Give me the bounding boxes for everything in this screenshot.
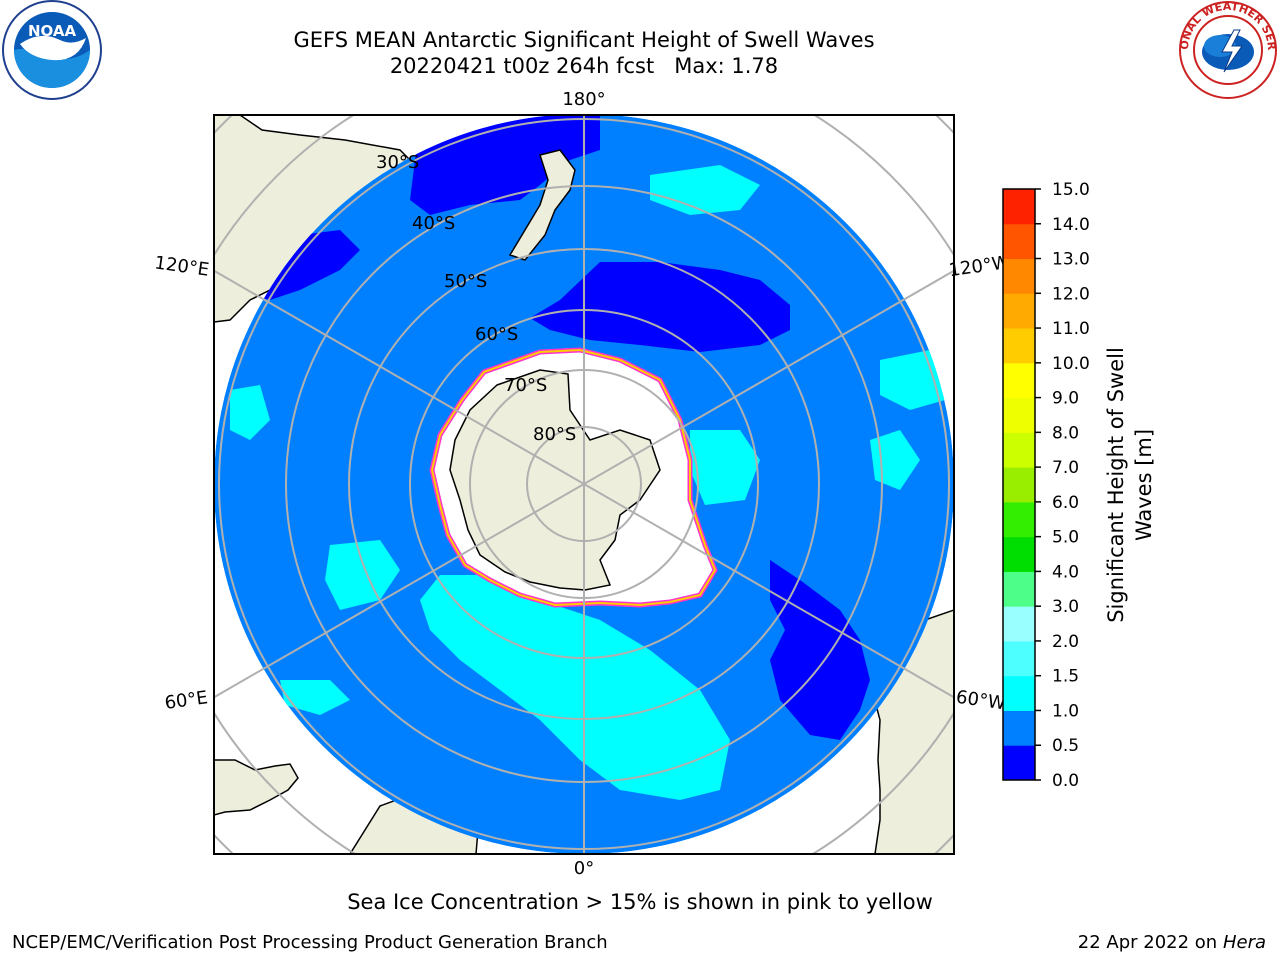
lat-label-60s: 60°S: [475, 324, 518, 345]
map-frame: [213, 114, 955, 855]
colorbar-tick-label: 5.0: [1052, 528, 1079, 548]
low-swell-patch: [530, 262, 790, 352]
high-swell-patch: [420, 575, 730, 800]
colorbar-bin: [1003, 189, 1035, 225]
low-swell-patch: [410, 115, 600, 215]
colorbar-tick-label: 10.0: [1052, 354, 1090, 374]
colorbar-bin: [1003, 675, 1035, 711]
colorbar-bin: [1003, 467, 1035, 503]
colorbar-bin: [1003, 640, 1035, 677]
high-swell-patch: [690, 430, 760, 505]
colorbar-bin: [1003, 501, 1035, 538]
colorbar-bin: [1003, 710, 1035, 746]
colorbar-frame: [1002, 188, 1036, 781]
colorbar-bin: [1003, 293, 1035, 329]
noaa-logo-text: NOAA: [28, 22, 77, 40]
lat-label-50s: 50°S: [444, 271, 487, 292]
madagascar-land: [214, 759, 299, 816]
colorbar-tick-label: 8.0: [1052, 423, 1079, 443]
chart-title: GEFS MEAN Antarctic Significant Height o…: [293, 28, 875, 52]
high-swell-patch: [230, 385, 270, 440]
colorbar-tick-label: 4.0: [1052, 562, 1079, 582]
colorbar: [1003, 189, 1035, 781]
lat-label-40s: 40°S: [412, 213, 455, 234]
lon-label-60e: 60°E: [163, 687, 209, 714]
noaa-logo: NOAA: [2, 0, 102, 100]
colorbar-bin: [1003, 745, 1035, 781]
colorbar-tick-label: 6.0: [1052, 493, 1079, 513]
colorbar-tick-label: 3.0: [1052, 597, 1079, 617]
colorbar-bin: [1003, 432, 1035, 468]
chart-subtitle: 20220421 t00z 264h fcst Max: 1.78: [389, 54, 779, 78]
colorbar-label-line1: Significant Height of Swell: [1104, 347, 1128, 623]
colorbar-bin: [1003, 606, 1035, 642]
lon-label-120w: 120°W: [947, 252, 1011, 281]
colorbar-tick-label: 0.0: [1052, 771, 1079, 791]
colorbar-ticks: 0.0 0.5 1.0 1.5 2.0 3.0 4.0 5.0 6.0 7.0 8.0 9.0 10.0…: [1035, 180, 1090, 791]
colorbar-tick-label: 2.0: [1052, 632, 1079, 652]
colorbar-bin: [1003, 362, 1035, 399]
colorbar-label-line2: Waves [m]: [1132, 429, 1156, 541]
footer-producer: NCEP/EMC/Verification Post Processing Pr…: [12, 932, 608, 953]
antarctica-land: [449, 369, 661, 591]
sea-ice-inner-edge: [430, 348, 717, 607]
lon-label-120e: 120°E: [153, 252, 210, 280]
new-zealand-land: [508, 149, 576, 261]
colorbar-tick-label: 7.0: [1052, 458, 1079, 478]
colorbar-tick-label: 12.0: [1052, 284, 1090, 304]
colorbar-tick-label: 13.0: [1052, 250, 1090, 270]
colorbar-bin: [1003, 571, 1035, 607]
colorbar-bin: [1003, 397, 1035, 433]
lon-label-180: 180°: [562, 89, 605, 110]
low-swell-patch: [250, 230, 360, 300]
colorbar-tick-label: 11.0: [1052, 319, 1090, 339]
colorbar-bin: [1003, 328, 1035, 364]
colorbar-tick-label: 1.0: [1052, 701, 1079, 721]
colorbar-bin: [1003, 258, 1035, 294]
high-swell-patch: [325, 540, 400, 610]
colorbar-tick-label: 14.0: [1052, 215, 1090, 235]
lon-label-60w: 60°W: [955, 687, 1007, 715]
colorbar-tick-label: 0.5: [1052, 736, 1079, 756]
sea-ice-note: Sea Ice Concentration > 15% is shown in …: [347, 890, 933, 914]
colorbar-tick-label: 15.0: [1052, 180, 1090, 200]
colorbar-tick-label: 9.0: [1052, 389, 1079, 409]
colorbar-bin: [1003, 536, 1035, 572]
lat-label-30s: 30°S: [376, 152, 419, 173]
lat-label-80s: 80°S: [533, 424, 576, 445]
graticule: [214, 115, 954, 854]
colorbar-bin: [1003, 223, 1035, 260]
colorbar-tick-label: 1.5: [1052, 667, 1079, 687]
lat-label-70s: 70°S: [504, 375, 547, 396]
footer-machine: Hera: [1222, 932, 1266, 953]
nws-logo: NATIONAL WEATHER SERVICE: [1176, 0, 1278, 99]
high-swell-patch: [650, 165, 760, 215]
footer-date: 22 Apr 2022 on Hera: [1077, 932, 1266, 953]
high-swell-patch: [280, 680, 350, 715]
lon-label-0: 0°: [574, 858, 594, 879]
